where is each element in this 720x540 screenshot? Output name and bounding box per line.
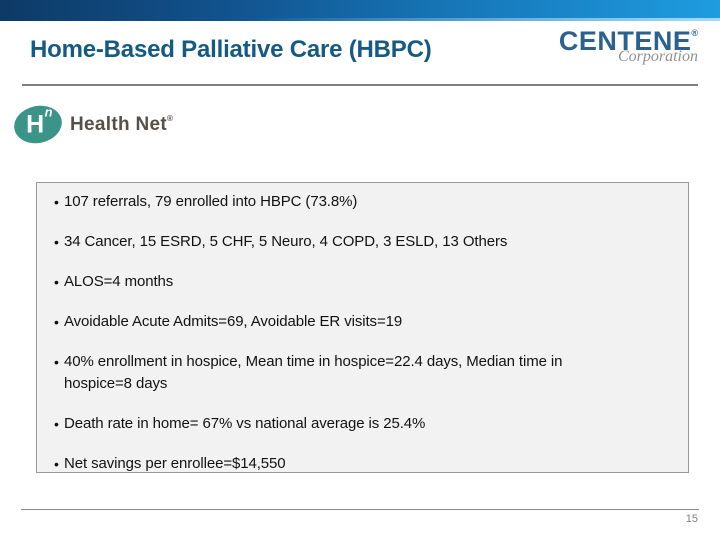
healthnet-monogram-superscript: n [44,104,53,120]
healthnet-wordmark-text: Health Net [70,113,167,135]
bullet-text: 34 Cancer, 15 ESRD, 5 CHF, 5 Neuro, 4 CO… [64,233,508,250]
bullet-list: • 107 referrals, 79 enrolled into HBPC (… [49,191,668,475]
centene-subtitle: Corporation [617,48,698,65]
bullet-text: ALOS=4 months [64,273,174,290]
bullet-dot-icon: • [54,274,59,290]
bullet-dot-icon: • [54,234,59,250]
list-item: • ALOS=4 months [49,271,668,293]
bullet-dot-icon: • [54,456,59,472]
list-item: • Death rate in home= 67% vs national av… [49,413,668,435]
healthnet-logo: H n Health Net® [10,101,173,148]
bullet-dot-icon: • [54,416,59,432]
bullet-dot-icon: • [54,354,59,370]
title-divider [22,84,698,86]
list-item: • 34 Cancer, 15 ESRD, 5 CHF, 5 Neuro, 4 … [49,231,668,253]
bullet-dot-icon: • [54,194,59,210]
bullet-text: 40% enrollment in hospice, Mean time in … [64,353,563,392]
healthnet-oval-icon: H n [10,101,66,148]
list-item: • Net savings per enrollee=$14,550 [49,453,668,475]
healthnet-wordmark: Health Net® [70,114,173,136]
bullet-text: Net savings per enrollee=$14,550 [64,455,286,472]
centene-wordmark-text: CENTENE [558,26,692,56]
footer-divider [21,509,699,510]
content-box: • 107 referrals, 79 enrolled into HBPC (… [36,182,689,473]
page-number: 15 [685,513,698,525]
bullet-dot-icon: • [54,314,59,330]
bullet-text: 107 referrals, 79 enrolled into HBPC (73… [64,193,358,210]
list-item: • 40% enrollment in hospice, Mean time i… [49,351,668,395]
centene-wordmark: CENTENE® [559,28,698,55]
bullet-text: Death rate in home= 67% vs national aver… [64,415,426,432]
healthnet-registered-icon: ® [166,113,174,123]
centene-logo: CENTENE® Corporation [559,28,698,66]
list-item: • Avoidable Acute Admits=69, Avoidable E… [49,311,668,333]
top-accent-bar [0,0,720,21]
bullet-text: Avoidable Acute Admits=69, Avoidable ER … [64,313,403,330]
centene-registered-icon: ® [691,28,698,38]
page-title: Home-Based Palliative Care (HBPC) [30,36,432,63]
healthnet-monogram: H [26,110,45,139]
list-item: • 107 referrals, 79 enrolled into HBPC (… [49,191,668,213]
